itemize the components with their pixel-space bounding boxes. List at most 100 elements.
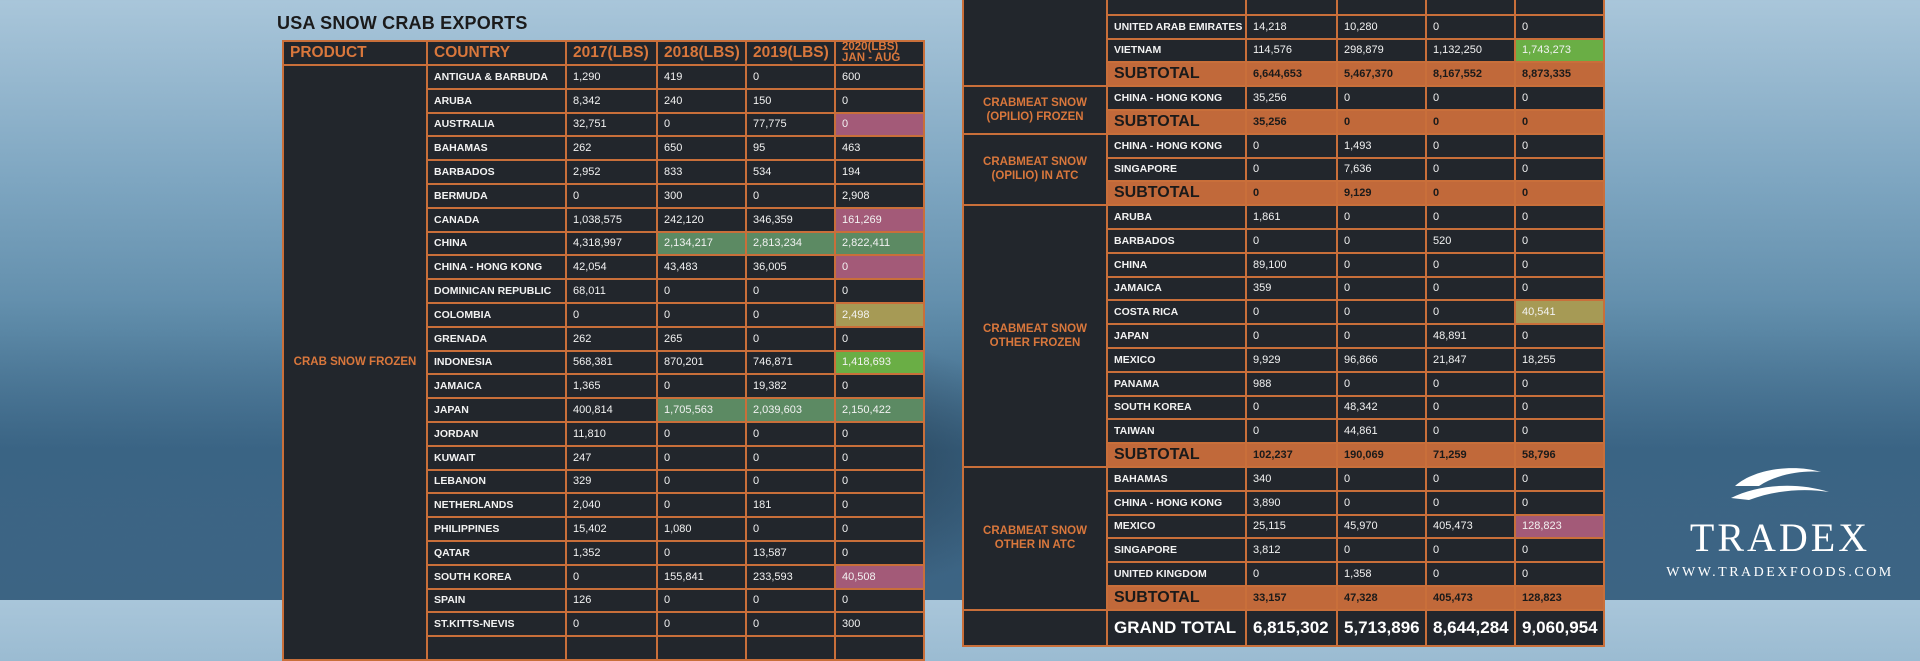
right-table-body: UNITED ARAB EMIRATES 14,218 10,280 0 0 VIETNA… xyxy=(962,0,1605,647)
value-cell: 0 xyxy=(656,539,747,566)
value-cell: 0 xyxy=(1336,251,1427,278)
value-cell: 0 xyxy=(1514,418,1605,445)
country-cell: CHINA - HONG KONG xyxy=(1106,132,1247,159)
value-cell: 0 xyxy=(834,87,925,114)
country-cell: CHINA - HONG KONG xyxy=(1106,85,1247,111)
country-cell: ARUBA xyxy=(426,87,567,114)
value-cell: 0 xyxy=(1514,394,1605,421)
value-cell: 1,743,273 xyxy=(1514,37,1605,64)
value-cell: 0 xyxy=(1514,204,1605,230)
value-cell: 126 xyxy=(565,587,658,614)
value-cell: 15,402 xyxy=(565,516,658,542)
value-cell: 0 xyxy=(1425,13,1516,40)
empty-cell xyxy=(1106,0,1247,16)
value-cell: 520 xyxy=(1425,227,1516,254)
value-cell: 233,593 xyxy=(745,563,836,590)
value-cell: 0 xyxy=(1336,275,1427,302)
value-cell: 0 xyxy=(834,278,925,304)
country-cell: ARUBA xyxy=(1106,204,1247,230)
table-row: CRABMEAT SNOW (OPILIO) IN ATC CHINA - HON… xyxy=(962,132,1605,207)
value-cell: 0 xyxy=(656,111,747,138)
country-cell: SPAIN xyxy=(426,587,567,614)
table-row: UNITED ARAB EMIRATES 14,218 10,280 0 0 xyxy=(963,13,1605,40)
country-cell: JORDAN xyxy=(426,420,567,447)
table-row: SOUTH KOREA 0 155,841 233,593 40,508 xyxy=(283,563,925,590)
value-cell: 128,823 xyxy=(1514,513,1605,540)
value-cell: 1,080 xyxy=(656,516,747,542)
value-cell: 2,039,603 xyxy=(745,397,836,423)
value-cell: 9,929 xyxy=(1245,346,1338,373)
value-cell: 0 xyxy=(1514,489,1605,516)
value-cell: 0 xyxy=(834,516,925,542)
country-cell: MEXICO xyxy=(1106,346,1247,373)
value-cell: 0 xyxy=(656,611,747,638)
country-cell: ST.KITTS-NEVIS xyxy=(426,611,567,638)
table-row: CHINA - HONG KONG 42,054 43,483 36,005 0 xyxy=(283,254,925,281)
subtotal-value: 0 xyxy=(1425,180,1516,207)
product-cell-crabmeat-snow-opilio-frozen: CRABMEAT SNOW (OPILIO) FROZEN xyxy=(962,85,1108,135)
country-cell: UNITED ARAB EMIRATES xyxy=(1106,13,1247,40)
value-cell: 0 xyxy=(1245,323,1338,349)
header-country: COUNTRY xyxy=(426,40,567,66)
value-cell: 25,115 xyxy=(1245,513,1338,540)
value-cell: 0 xyxy=(1425,85,1516,111)
value-cell: 0 xyxy=(656,373,747,400)
value-cell: 247 xyxy=(565,444,658,471)
value-cell: 2,134,217 xyxy=(656,230,747,257)
country-cell: COSTA RICA xyxy=(1106,299,1247,326)
empty-cell xyxy=(1245,0,1338,16)
value-cell: 0 xyxy=(1425,251,1516,278)
country-cell: NETHERLANDS xyxy=(426,492,567,519)
value-cell: 0 xyxy=(1514,156,1605,183)
value-cell: 1,352 xyxy=(565,539,658,566)
value-cell: 0 xyxy=(834,373,925,400)
country-cell: INDONESIA xyxy=(426,349,567,376)
value-cell: 0 xyxy=(1245,561,1338,587)
country-cell: PHILIPPINES xyxy=(426,516,567,542)
country-cell: SOUTH KOREA xyxy=(1106,394,1247,421)
table-row: NETHERLANDS 2,040 0 181 0 xyxy=(283,492,925,519)
value-cell: 419 xyxy=(656,64,747,90)
value-cell: 0 xyxy=(1245,132,1338,159)
empty-cell xyxy=(1514,0,1605,16)
table-row: CHINA 4,318,997 2,134,217 2,813,234 2,822,41… xyxy=(283,230,925,257)
value-cell: 0 xyxy=(1514,370,1605,397)
subtotal-value: 0 xyxy=(1425,108,1516,135)
subtotal-value: 0 xyxy=(1336,108,1427,135)
value-cell: 0 xyxy=(1245,227,1338,254)
value-cell: 0 xyxy=(1514,561,1605,587)
country-cell: DOMINICAN REPUBLIC xyxy=(426,278,567,304)
country-cell: JAPAN xyxy=(1106,323,1247,349)
country-cell: BERMUDA xyxy=(426,182,567,209)
subtotal-value: 33,157 xyxy=(1245,584,1338,611)
subtotal-value: 35,256 xyxy=(1245,108,1338,135)
country-cell: SINGAPORE xyxy=(1106,537,1247,564)
subtotal-row: SUBTOTAL 102,237 190,069 71,259 58,796 xyxy=(963,442,1605,468)
value-cell: 2,150,422 xyxy=(834,397,925,423)
value-cell: 3,812 xyxy=(1245,537,1338,564)
value-cell: 0 xyxy=(745,325,836,352)
value-cell: 2,908 xyxy=(834,182,925,209)
table-row: GRENADA 262 265 0 0 xyxy=(283,325,925,352)
country-cell: CHINA xyxy=(1106,251,1247,278)
value-cell: 0 xyxy=(1514,227,1605,254)
value-cell: 0 xyxy=(656,420,747,447)
value-cell: 0 xyxy=(1425,204,1516,230)
value-cell: 96,866 xyxy=(1336,346,1427,373)
value-cell: 0 xyxy=(1245,418,1338,445)
value-cell: 1,493 xyxy=(1336,132,1427,159)
value-cell: 11,810 xyxy=(565,420,658,447)
value-cell: 0 xyxy=(1425,299,1516,326)
table-row: SOUTH KOREA 0 48,342 0 0 xyxy=(963,394,1605,421)
table-row: JAMAICA 1,365 0 19,382 0 xyxy=(283,373,925,400)
table-row: MEXICO 25,115 45,970 405,473 128,823 xyxy=(963,513,1605,540)
value-cell: 1,132,250 xyxy=(1425,37,1516,64)
table-row: CANADA 1,038,575 242,120 346,359 161,269 xyxy=(283,206,925,233)
table-row: QATAR 1,352 0 13,587 0 xyxy=(283,539,925,566)
empty-cell xyxy=(656,635,747,661)
value-cell: 0 xyxy=(565,563,658,590)
value-cell: 0 xyxy=(1514,85,1605,111)
country-cell: COLOMBIA xyxy=(426,301,567,328)
value-cell: 155,841 xyxy=(656,563,747,590)
table-row: JAPAN 400,814 1,705,563 2,039,603 2,150,422 xyxy=(283,397,925,423)
